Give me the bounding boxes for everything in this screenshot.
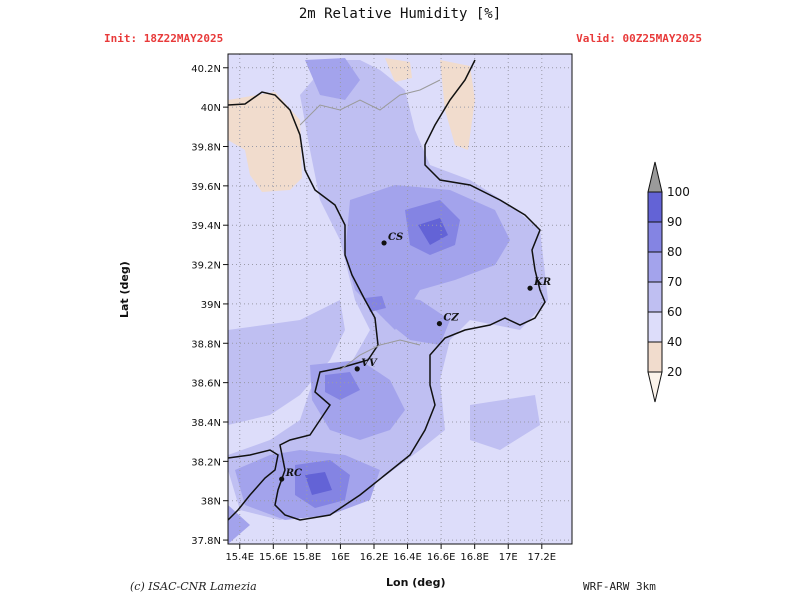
- axis-ticks: 15.4E 15.6E 15.8E 16E 16.2E 16.4E 16.6E 16.8E 17…: [191, 64, 556, 563]
- colorbar-level-label: 60: [667, 305, 682, 319]
- city-label-vv: VV: [361, 358, 378, 369]
- city-marker-cz: [436, 320, 443, 327]
- colorbar-level-label: 100: [667, 185, 690, 199]
- x-tick-label: 15.6E: [259, 552, 288, 563]
- coastline-sicily: [228, 449, 279, 521]
- x-tick-label: 17E: [499, 552, 518, 563]
- y-tick-label: 39.6N: [191, 182, 221, 193]
- y-tick-label: 38.4N: [191, 418, 221, 429]
- humidity-core-vv: [325, 372, 360, 400]
- humidity-field: [228, 54, 572, 544]
- city-label-rc: RC: [285, 468, 302, 479]
- y-tick-label: 38.2N: [191, 457, 221, 468]
- colorbar-level-label: 20: [667, 365, 682, 379]
- x-tick-label: 16.4E: [393, 552, 422, 563]
- y-tick-label: 39.2N: [191, 261, 221, 272]
- humidity-patch-north: [305, 58, 360, 100]
- city-label-cs: CS: [388, 232, 403, 243]
- city-markers: CS KR CZ VV RC: [279, 232, 551, 482]
- x-tick-label: 16E: [331, 552, 350, 563]
- chart-title: 2m Relative Humidity [%]: [298, 6, 502, 22]
- x-tick-label: 15.4E: [225, 552, 254, 563]
- humidity-core-rc-inner: [305, 472, 332, 495]
- colorbar-level-label: 70: [667, 275, 682, 289]
- humidity-patch-dry-n: [385, 58, 412, 82]
- y-tick-label: 40N: [201, 103, 221, 114]
- x-axis-label: Lon (deg): [386, 576, 446, 589]
- city-marker-vv: [354, 366, 360, 372]
- region-border-south: [339, 339, 421, 371]
- colorbar-level-label: 40: [667, 335, 682, 349]
- humidity-patch-sw: [228, 300, 345, 425]
- y-tick-label: 38.8N: [191, 339, 221, 350]
- colorbar-segment: [647, 191, 663, 223]
- humidity-patch-se: [470, 395, 540, 450]
- region-border: [299, 79, 441, 126]
- colorbar-over-triangle: [647, 161, 663, 193]
- grid: [228, 54, 572, 544]
- colorbar-segment: [647, 221, 663, 253]
- credit-text: (c) ISAC-CNR Lamezia: [130, 580, 257, 593]
- x-tick-label: 17.2E: [527, 552, 556, 563]
- init-time: Init: 18Z22MAY2025: [104, 32, 224, 45]
- plot-frame: [227, 53, 573, 545]
- x-tick-label: 16.8E: [460, 552, 489, 563]
- humidity-patch-central: [345, 185, 510, 330]
- y-tick-label: 39.8N: [191, 142, 221, 153]
- colorbar-under-triangle: [647, 371, 663, 403]
- humidity-patch-dry-nw: [228, 92, 302, 192]
- city-label-kr: KR: [533, 277, 551, 288]
- city-marker-kr: [527, 285, 533, 291]
- city-label-cz: CZ: [443, 313, 459, 324]
- city-marker-rc: [279, 476, 285, 482]
- colorbar-segment: [647, 281, 663, 313]
- coastline-layer: [228, 59, 546, 521]
- humidity-patch-dry-ne: [440, 60, 475, 150]
- x-tick-label: 16.6E: [427, 552, 456, 563]
- x-tick-label: 16.2E: [360, 552, 389, 563]
- x-tick-label: 15.8E: [293, 552, 322, 563]
- humidity-patch-mid: [385, 295, 450, 345]
- y-tick-label: 38.6N: [191, 379, 221, 390]
- colorbar-segment: [647, 341, 663, 373]
- y-axis-label: Lat (deg): [118, 261, 131, 318]
- y-tick-label: 38N: [201, 497, 221, 508]
- model-text: WRF-ARW 3km: [583, 580, 656, 593]
- colorbar-segment: [647, 251, 663, 283]
- y-tick-label: 39.4N: [191, 221, 221, 232]
- y-tick-label: 39N: [201, 300, 221, 311]
- colorbar-level-label: 90: [667, 215, 682, 229]
- y-tick-label: 40.2N: [191, 64, 221, 75]
- coastline-west: [228, 59, 546, 521]
- valid-time: Valid: 00Z25MAY2025: [576, 32, 702, 45]
- colorbar-segment: [647, 311, 663, 343]
- y-tick-label: 37.8N: [191, 536, 221, 547]
- colorbar-level-label: 80: [667, 245, 682, 259]
- city-marker-cs: [381, 240, 387, 246]
